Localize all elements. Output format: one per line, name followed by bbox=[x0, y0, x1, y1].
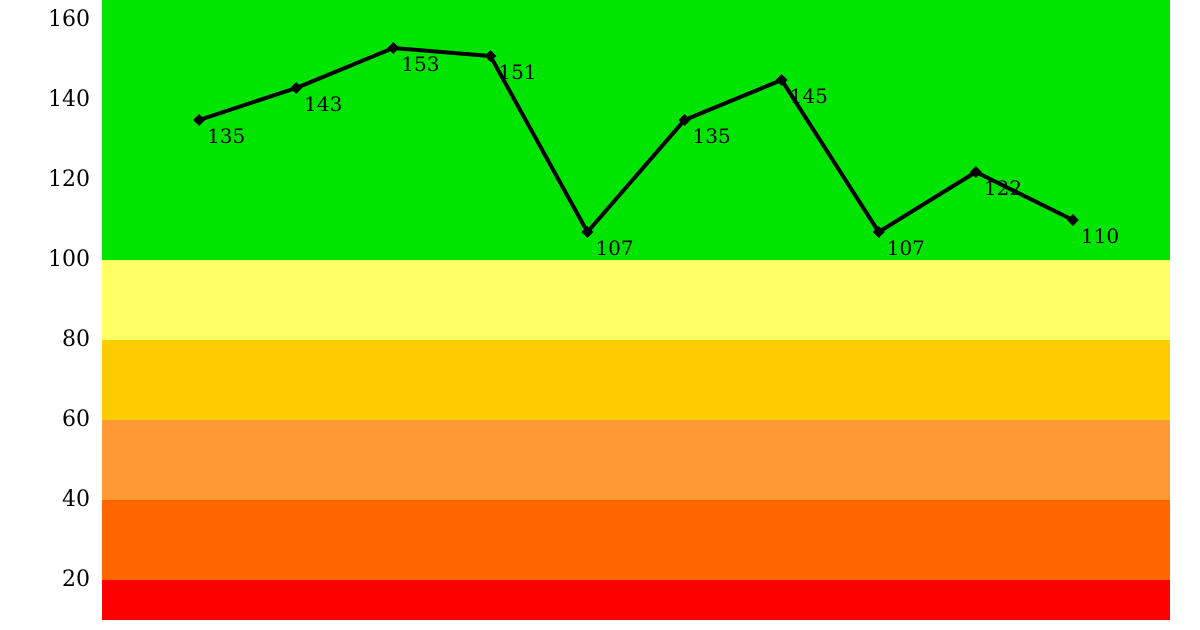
point-label: 145 bbox=[790, 84, 828, 108]
threshold-band-0 bbox=[102, 580, 1170, 620]
threshold-band-4 bbox=[102, 260, 1170, 340]
chart-container: 20 40 60 80 100 120 140 160 135 143 153 151 107 135 14… bbox=[0, 0, 1200, 630]
ytick-label: 140 bbox=[48, 87, 90, 112]
point-label: 135 bbox=[693, 124, 731, 148]
point-label: 153 bbox=[401, 52, 439, 76]
threshold-band-5 bbox=[102, 0, 1170, 260]
point-label: 107 bbox=[887, 236, 925, 260]
point-label: 107 bbox=[595, 236, 633, 260]
line-chart: 20 40 60 80 100 120 140 160 135 143 153 151 107 135 14… bbox=[0, 0, 1200, 630]
point-label: 122 bbox=[984, 176, 1022, 200]
ytick-label: 120 bbox=[48, 167, 90, 192]
ytick-label: 80 bbox=[62, 327, 90, 352]
threshold-band-1 bbox=[102, 500, 1170, 580]
ytick-label: 100 bbox=[48, 247, 90, 272]
ytick-label: 60 bbox=[62, 407, 90, 432]
point-label: 135 bbox=[207, 124, 245, 148]
threshold-band-2 bbox=[102, 420, 1170, 500]
ytick-label: 40 bbox=[62, 487, 90, 512]
point-label: 110 bbox=[1081, 224, 1119, 248]
ytick-label: 160 bbox=[48, 7, 90, 32]
point-label: 151 bbox=[498, 60, 536, 84]
ytick-label: 20 bbox=[62, 567, 90, 592]
threshold-band-3 bbox=[102, 340, 1170, 420]
point-label: 143 bbox=[304, 92, 342, 116]
